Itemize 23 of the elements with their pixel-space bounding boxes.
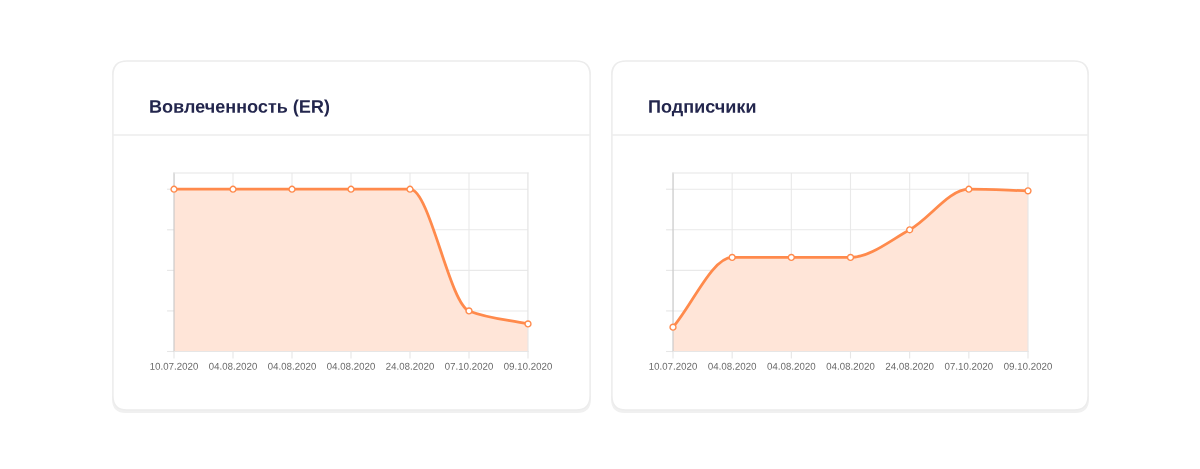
x-tick-label: 09.10.2020 [504, 362, 552, 370]
point [846, 253, 855, 262]
point [669, 323, 677, 331]
x-tick-label: 04.08.2020 [826, 362, 875, 370]
x-tick-label: 04.08.2020 [209, 362, 257, 370]
x-tick-label: 04.08.2020 [708, 362, 757, 370]
x-tick-label: 10.07.2020 [150, 362, 198, 370]
point [787, 253, 795, 262]
point [906, 226, 914, 234]
x-tick-label: 24.08.2020 [885, 362, 934, 370]
x-tick-label: 07.10.2020 [445, 362, 493, 370]
point [728, 253, 736, 262]
chart-title: Вовлеченность (ER) [150, 99, 330, 117]
point [1024, 187, 1032, 195]
x-tick-label: 04.08.2020 [327, 362, 375, 370]
x-tick-label: 24.08.2020 [386, 362, 434, 370]
chart-title: Подписчики [649, 100, 756, 117]
x-tick-label: 04.08.2020 [767, 362, 816, 370]
x-tick-label: 09.10.2020 [1004, 362, 1052, 370]
point [965, 185, 973, 193]
x-tick-label: 10.07.2020 [649, 362, 697, 370]
x-tick-label: 07.10.2020 [944, 362, 993, 370]
x-tick-label: 04.08.2020 [268, 362, 316, 370]
